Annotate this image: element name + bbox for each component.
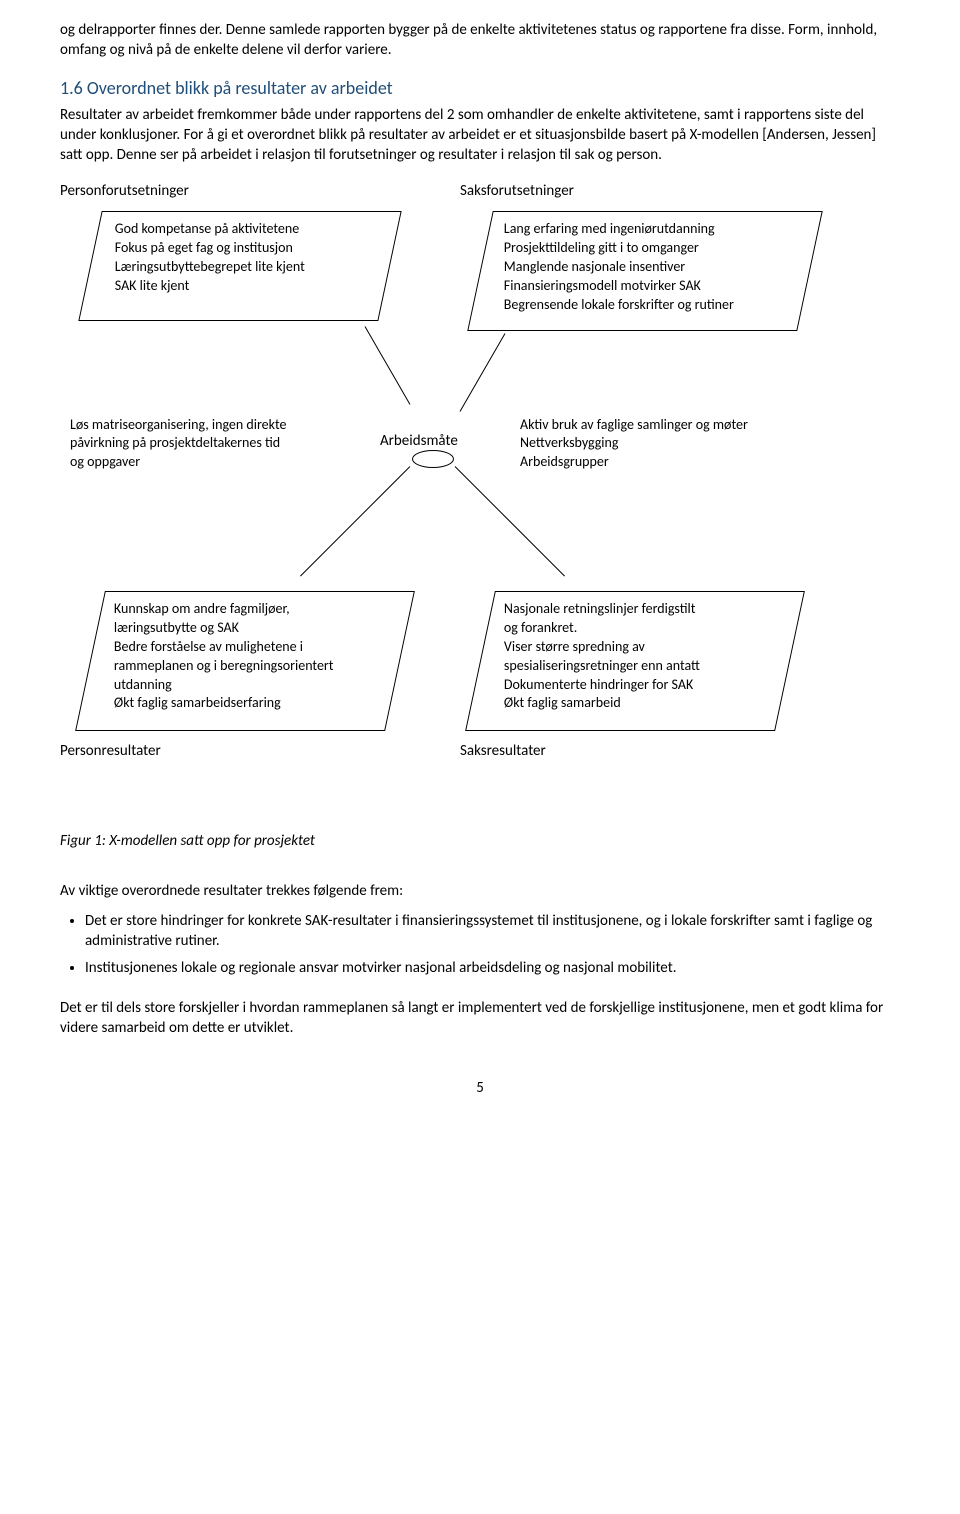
diagram-label-saksresultater: Saksresultater xyxy=(460,741,546,761)
section-heading: 1.6 Overordnet blikk på resultater av ar… xyxy=(60,76,900,100)
intro-paragraph: og delrapporter finnes der. Denne samled… xyxy=(60,20,900,61)
page-number: 5 xyxy=(60,1078,900,1098)
x-model-diagram: Personforutsetninger Saksforutsetninger Ar… xyxy=(60,181,900,821)
results-bullet-item: Det er store hindringer for konkrete SAK… xyxy=(85,911,900,952)
diagram-box-content: Lang erfaring med ingeniørutdanningProsj… xyxy=(482,212,810,322)
diagram-box-botLeft: Kunnskap om andre fagmiljøer,læringsutby… xyxy=(75,591,415,731)
diagram-box-topLeft: God kompetanse på aktiviteteneFokus på e… xyxy=(78,211,401,321)
section-paragraph: Resultater av arbeidet fremkommer både u… xyxy=(60,105,900,166)
diagram-midtext-left: Løs matriseorganisering, ingen direktepå… xyxy=(70,416,370,473)
diagram-xline-2 xyxy=(300,466,410,576)
diagram-xline-3 xyxy=(455,466,565,576)
results-bullet-item: Institusjonenes lokale og regionale ansv… xyxy=(85,958,900,978)
diagram-label-personforutsetninger: Personforutsetninger xyxy=(60,181,189,201)
diagram-center-ellipse xyxy=(412,450,454,468)
diagram-box-botRight: Nasjonale retningslinjer ferdigstiltog f… xyxy=(465,591,805,731)
diagram-xline-1 xyxy=(460,333,506,411)
diagram-box-content: Nasjonale retningslinjer ferdigstiltog f… xyxy=(482,592,790,721)
results-bullets: Det er store hindringer for konkrete SAK… xyxy=(85,911,900,978)
diagram-label-personresultater: Personresultater xyxy=(60,741,161,761)
diagram-box-topRight: Lang erfaring med ingeniørutdanningProsj… xyxy=(467,211,823,331)
closing-paragraph: Det er til dels store forskjeller i hvor… xyxy=(60,998,900,1039)
diagram-midtext-right: Aktiv bruk av faglige samlinger og møter… xyxy=(520,416,820,473)
diagram-xline-0 xyxy=(365,326,411,404)
figure-caption: Figur 1: X-modellen satt opp for prosjek… xyxy=(60,831,900,851)
diagram-box-content: God kompetanse på aktiviteteneFokus på e… xyxy=(93,212,391,304)
results-intro: Av viktige overordnede resultater trekke… xyxy=(60,881,900,901)
diagram-box-content: Kunnskap om andre fagmiljøer,læringsutby… xyxy=(92,592,400,721)
diagram-label-saksforutsetninger: Saksforutsetninger xyxy=(460,181,574,201)
diagram-label-arbeidsmate: Arbeidsmåte xyxy=(380,431,458,451)
